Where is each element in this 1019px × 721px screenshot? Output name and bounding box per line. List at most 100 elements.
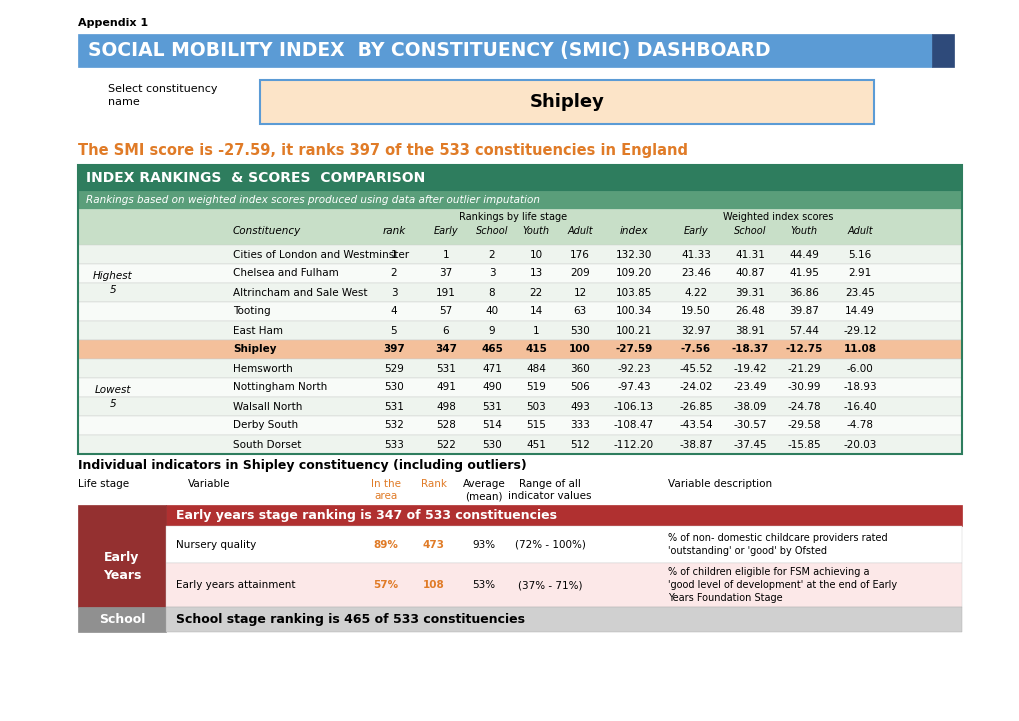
Text: 10: 10 <box>529 249 542 260</box>
Text: 6: 6 <box>442 325 449 335</box>
Text: 5.16: 5.16 <box>848 249 871 260</box>
Text: 531: 531 <box>482 402 501 412</box>
Text: 41.95: 41.95 <box>789 268 818 278</box>
Text: Early: Early <box>683 226 707 236</box>
Text: (72% - 100%): (72% - 100%) <box>514 539 585 549</box>
Text: 8: 8 <box>488 288 495 298</box>
Text: -26.85: -26.85 <box>679 402 712 412</box>
Text: Youth: Youth <box>522 226 549 236</box>
Text: -92.23: -92.23 <box>616 363 650 373</box>
Text: 3: 3 <box>390 288 397 298</box>
Text: 176: 176 <box>570 249 589 260</box>
Text: 515: 515 <box>526 420 545 430</box>
Text: Adult: Adult <box>847 226 872 236</box>
Text: 4.22: 4.22 <box>684 288 707 298</box>
Text: -4.78: -4.78 <box>846 420 872 430</box>
Text: 100.21: 100.21 <box>615 325 651 335</box>
Text: 100: 100 <box>569 345 590 355</box>
Text: 347: 347 <box>434 345 457 355</box>
Text: Weighted index scores: Weighted index scores <box>722 212 833 222</box>
Text: 514: 514 <box>482 420 501 430</box>
Text: The SMI score is -27.59, it ranks 397 of the 533 constituencies in England: The SMI score is -27.59, it ranks 397 of… <box>77 143 688 158</box>
Text: 519: 519 <box>526 383 545 392</box>
Bar <box>77 397 961 416</box>
Bar <box>931 34 953 67</box>
Text: -38.87: -38.87 <box>679 440 712 449</box>
Text: 397: 397 <box>383 345 405 355</box>
Text: Early: Early <box>433 226 458 236</box>
Text: Early years attainment: Early years attainment <box>176 580 296 590</box>
Bar <box>166 563 961 607</box>
Text: 528: 528 <box>436 420 455 430</box>
Text: Life stage: Life stage <box>77 479 129 489</box>
Text: Youth: Youth <box>790 226 816 236</box>
Text: -15.85: -15.85 <box>787 440 820 449</box>
Text: 89%: 89% <box>373 539 398 549</box>
Text: Adult: Adult <box>567 226 592 236</box>
Text: 38.91: 38.91 <box>735 325 764 335</box>
Text: -27.59: -27.59 <box>614 345 652 355</box>
Text: East Ham: East Ham <box>232 325 282 335</box>
Text: -30.57: -30.57 <box>733 420 766 430</box>
Text: 37: 37 <box>439 268 452 278</box>
Text: 32.97: 32.97 <box>681 325 710 335</box>
Text: Individual indicators in Shipley constituency (including outliers): Individual indicators in Shipley constit… <box>77 459 526 472</box>
Text: Rankings by life stage: Rankings by life stage <box>459 212 567 222</box>
Text: 465: 465 <box>481 345 502 355</box>
Text: 209: 209 <box>570 268 589 278</box>
Bar <box>166 607 961 632</box>
Text: 2: 2 <box>488 249 495 260</box>
Text: 13: 13 <box>529 268 542 278</box>
Text: Nottingham North: Nottingham North <box>232 383 327 392</box>
Text: 53%: 53% <box>472 580 495 590</box>
Bar <box>77 321 961 340</box>
Text: 473: 473 <box>423 539 444 549</box>
Text: 100.34: 100.34 <box>615 306 651 317</box>
Text: Lowest
5: Lowest 5 <box>95 386 131 409</box>
Text: Rankings based on weighted index scores produced using data after outlier imputa: Rankings based on weighted index scores … <box>86 195 539 205</box>
Text: 533: 533 <box>384 440 404 449</box>
Bar <box>77 209 961 245</box>
Text: 26.48: 26.48 <box>735 306 764 317</box>
Text: 108: 108 <box>423 580 444 590</box>
Text: 36.86: 36.86 <box>789 288 818 298</box>
Bar <box>77 505 166 607</box>
Text: -23.49: -23.49 <box>733 383 766 392</box>
Text: 1: 1 <box>442 249 449 260</box>
Bar <box>77 264 961 283</box>
Text: 491: 491 <box>436 383 455 392</box>
Text: -106.13: -106.13 <box>613 402 653 412</box>
Text: -45.52: -45.52 <box>679 363 712 373</box>
Text: 40.87: 40.87 <box>735 268 764 278</box>
Text: 530: 530 <box>570 325 589 335</box>
Text: 22: 22 <box>529 288 542 298</box>
Text: 490: 490 <box>482 383 501 392</box>
Bar <box>77 34 931 67</box>
Text: Shipley: Shipley <box>529 93 604 111</box>
Text: 11.08: 11.08 <box>843 345 875 355</box>
Text: Chelsea and Fulham: Chelsea and Fulham <box>232 268 338 278</box>
Text: 415: 415 <box>525 345 546 355</box>
Text: Shipley: Shipley <box>232 345 276 355</box>
Text: Select constituency
name: Select constituency name <box>108 84 217 107</box>
Bar <box>166 505 961 526</box>
Bar <box>77 435 961 454</box>
Text: -6.00: -6.00 <box>846 363 872 373</box>
Text: 14: 14 <box>529 306 542 317</box>
Text: -108.47: -108.47 <box>613 420 653 430</box>
Bar <box>77 245 961 264</box>
Text: 39.87: 39.87 <box>789 306 818 317</box>
Text: INDEX RANKINGS  & SCORES  COMPARISON: INDEX RANKINGS & SCORES COMPARISON <box>86 171 425 185</box>
Text: Nursery quality: Nursery quality <box>176 539 256 549</box>
Bar <box>77 302 961 321</box>
Text: 40: 40 <box>485 306 498 317</box>
Text: 4: 4 <box>390 306 397 317</box>
Text: 1: 1 <box>532 325 539 335</box>
Bar <box>77 283 961 302</box>
Text: -29.58: -29.58 <box>787 420 820 430</box>
Text: 2.91: 2.91 <box>848 268 871 278</box>
Text: School: School <box>733 226 765 236</box>
Text: 2: 2 <box>390 268 397 278</box>
Text: Variable: Variable <box>187 479 230 489</box>
Text: Appendix 1: Appendix 1 <box>77 18 148 28</box>
